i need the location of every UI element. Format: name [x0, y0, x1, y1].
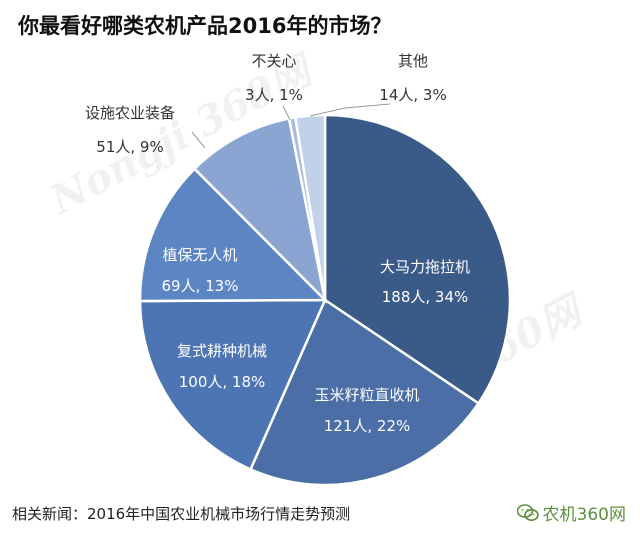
slice-value-label-5: 3人, 1% [245, 86, 303, 104]
leader-line-5 [282, 105, 291, 121]
leader-line-4 [191, 131, 206, 149]
related-news-footer: 相关新闻：2016年中国农业机械市场行情走势预测 [12, 505, 351, 523]
leader-line-6 [309, 103, 391, 117]
pie-slice-4 [192, 117, 328, 304]
pie-slices [138, 113, 512, 487]
slice-name-label-0: 大马力拖拉机 [380, 258, 470, 276]
slice-name-label-5: 不关心 [251, 52, 296, 70]
chart-title: 你最看好哪类农机产品2016年的市场？ [18, 14, 392, 38]
slice-name-label-4: 设施农业装备 [85, 104, 175, 122]
slice-name-label-1: 玉米籽粒直收机 [314, 386, 419, 404]
slice-value-label-6: 14人, 3% [379, 86, 446, 104]
leader-lines [191, 103, 391, 149]
slice-name-label-3: 植保无人机 [162, 246, 237, 264]
slice-name-label-6: 其他 [398, 52, 428, 70]
pie-slice-0 [323, 113, 512, 406]
slice-labels: 大马力拖拉机 188人, 34% 玉米籽粒直收机 121人, 22% 复式耕种机械 100… [85, 52, 470, 435]
brand-text: 农机360网 [542, 505, 626, 525]
slice-value-label-0: 188人, 34% [382, 288, 469, 306]
slice-value-label-4: 51人, 9% [96, 138, 163, 156]
pie-slice-1 [248, 298, 481, 487]
pie-slice-2 [138, 298, 327, 471]
slice-name-label-2: 复式耕种机械 [177, 342, 267, 360]
brand-watermark: 农机360网 [516, 500, 626, 525]
pie-slice-3 [138, 167, 328, 303]
slice-value-label-3: 69人, 13% [162, 277, 239, 295]
wechat-icon [516, 503, 539, 521]
slice-value-label-2: 100人, 18% [179, 373, 266, 391]
slice-value-label-1: 121人, 22% [324, 417, 411, 435]
